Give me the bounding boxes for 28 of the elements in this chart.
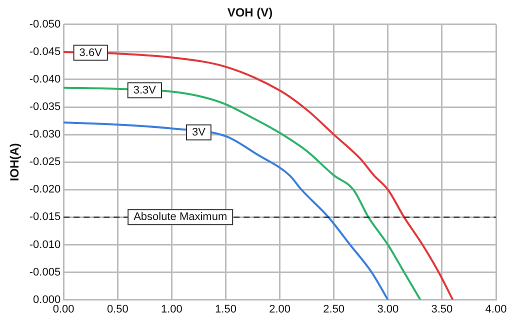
- y-tick-label: -0.035: [29, 101, 61, 114]
- y-tick-label: -0.020: [29, 184, 61, 196]
- y-tick-label: -0.050: [29, 18, 61, 30]
- line-series: [64, 121, 389, 300]
- y-tick-label: -0.030: [29, 128, 61, 141]
- x-tick-label: 2.50: [323, 303, 345, 316]
- x-tick-label: 0.00: [52, 303, 74, 316]
- x-tick-label: 1.50: [215, 303, 236, 316]
- x-tick-label: 1.00: [160, 303, 182, 316]
- series-label: 3V: [192, 126, 206, 138]
- x-tick-label: 2.00: [269, 303, 291, 316]
- y-tick-label: -0.010: [29, 238, 61, 251]
- x-tick-label: 3.50: [431, 303, 453, 316]
- y-tick-label: -0.040: [29, 74, 61, 86]
- series-label: 3.3V: [133, 84, 157, 96]
- x-tick-label: 4.00: [485, 303, 507, 316]
- line-series: [64, 86, 422, 300]
- y-tick-label: -0.015: [29, 211, 61, 224]
- y-tick-label: -0.005: [29, 266, 61, 278]
- ref-line-label: Absolute Maximum: [134, 211, 228, 224]
- x-tick-label: 0.50: [106, 303, 128, 316]
- chart-title: VOH (V): [227, 6, 273, 20]
- y-tick-label: -0.045: [29, 46, 61, 58]
- y-axis-title: IOH(A): [8, 143, 22, 182]
- x-tick-label: 3.00: [377, 303, 399, 316]
- y-tick-label: -0.025: [29, 156, 61, 168]
- y-tick-label: 0.000: [33, 294, 61, 306]
- series-label: 3.6V: [79, 46, 103, 59]
